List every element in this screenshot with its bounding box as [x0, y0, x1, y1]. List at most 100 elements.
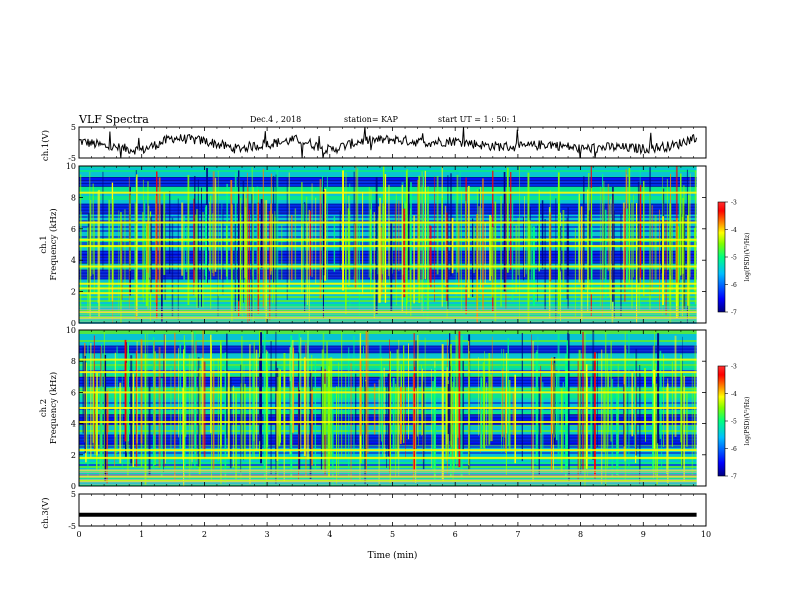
ch1-spectrogram-impulse	[580, 206, 583, 321]
ch1-spectrogram-impulse	[129, 194, 131, 271]
x-axis-label: Time (min)	[368, 550, 418, 561]
ch2-spectrogram-impulse	[253, 342, 255, 459]
ch1-spectrogram-impulse	[145, 223, 148, 307]
ch2-spectrogram-impulse	[365, 331, 367, 474]
ch1-spectrogram-impulse	[523, 217, 524, 281]
ch1-spectrogram-impulse	[201, 187, 202, 308]
ch1-spectrogram-impulse	[264, 200, 266, 314]
ch1-y-ticks: 5 -5	[68, 123, 706, 163]
ch2-spectrogram-ylabel: ch.2Frequency (kHz)	[39, 372, 59, 444]
ch2-spectrogram-impulse	[331, 389, 334, 486]
ch1-spectrogram-impulse	[197, 179, 199, 308]
ch2-spectrogram-bright-band	[79, 371, 697, 374]
ch2-spectrogram-low-line	[79, 471, 697, 473]
ch2-spectrogram-impulse	[203, 361, 206, 459]
ch2-spectrogram-row	[79, 330, 697, 332]
ch1-spectrogram-impulse	[524, 196, 525, 278]
ch2-spectrogram-impulse	[601, 349, 603, 485]
ch2-spectrogram-impulse	[452, 381, 454, 483]
ch2-spectrogram-row	[79, 360, 697, 362]
ch1-spectrogram-impulse	[408, 178, 410, 270]
ch2-spectrogram-impulse	[165, 334, 166, 464]
ch1-spectrogram-impulse	[406, 169, 408, 304]
ch1-spectrogram-impulse	[590, 226, 593, 295]
ch1-spectrogram-impulse	[689, 173, 691, 278]
ch2-spectrogram-impulse	[418, 334, 419, 446]
x-tick-label: 6	[453, 530, 458, 539]
ch2-spectrogram-low-line	[79, 469, 697, 471]
ch2-spectrogram-impulse	[634, 353, 636, 436]
ch1-spectrogram-impulse	[260, 199, 263, 269]
ch2-spectrogram-impulse	[224, 384, 226, 451]
ch2-spectrogram-impulse	[462, 360, 464, 450]
ch2-spectrogram-impulse	[478, 357, 479, 436]
ch1-spectrogram-impulse	[654, 215, 657, 280]
ch1-spectrogram-row	[79, 166, 697, 168]
ch1-spectrogram-impulse	[484, 222, 486, 285]
ch1-spectrogram-colorbar	[717, 201, 726, 313]
ch2-spectrogram-impulse	[309, 371, 312, 480]
ch2-spectrogram-impulse	[469, 351, 470, 450]
ch1-spectrogram-impulse	[430, 225, 432, 288]
ch2-spectrogram-impulse	[364, 381, 367, 485]
ch1-spectrogram-impulse	[217, 170, 219, 296]
ch1-spectrogram-colorbar-label: log(PSD)(V²/Hz)	[744, 233, 751, 282]
ch2-spectrogram-impulse	[226, 333, 228, 439]
ch2-spectrogram-impulse	[491, 336, 493, 441]
y-tick-label: 6	[71, 225, 76, 234]
ch2-spectrogram-impulse	[603, 387, 605, 453]
ch2-spectrogram-impulse	[179, 343, 182, 450]
ch1-spectrogram-row	[79, 302, 697, 304]
ch1-spectrogram-row	[79, 200, 697, 202]
ch1-spectrogram-impulse	[403, 208, 406, 298]
ch2-spectrogram-impulse	[659, 350, 662, 439]
ch1-spectrogram-impulse	[529, 220, 531, 270]
ch2-spectrogram-impulse	[557, 334, 560, 461]
ch1-spectrogram-impulse	[649, 193, 651, 310]
ch2-spectrogram-impulse	[653, 369, 656, 449]
ch1-spectrogram-impulse	[659, 209, 660, 312]
ch2-spectrogram-impulse	[482, 362, 485, 448]
x-tick-label: 3	[265, 530, 270, 539]
ch2-spectrogram-impulse	[144, 354, 147, 485]
ch1-spectrogram-impulse	[421, 171, 423, 293]
y-tick-label: -5	[68, 154, 76, 163]
ch1-spectrogram-row	[79, 172, 697, 174]
ch1-spectrogram-impulse	[578, 193, 580, 283]
ch2-spectrogram-impulse	[403, 345, 405, 444]
ch1-spectrogram-impulse	[631, 202, 633, 309]
ch2-spectrogram-impulse	[587, 377, 588, 477]
ch1-spectrogram-row	[79, 230, 697, 232]
ch2-spectrogram-impulse	[278, 376, 281, 447]
ch1-spectrogram-impulse	[519, 166, 520, 323]
ch1-spectrogram-row	[79, 174, 697, 176]
ch1-spectrogram-low-line	[79, 315, 697, 317]
ch2-spectrogram-impulse	[387, 373, 390, 457]
ch2-spectrogram-impulse	[486, 382, 488, 446]
ch2-spectrogram-impulse	[667, 378, 669, 456]
ch2-spectrogram-impulse	[431, 380, 434, 472]
ch1-spectrogram-impulse	[370, 209, 372, 294]
ch1-spectrogram-impulse	[324, 188, 327, 281]
ch2-spectrogram-row	[79, 366, 697, 368]
y-tick-label: 0	[71, 482, 76, 491]
ch2-spectrogram-impulse	[114, 388, 116, 467]
ch3-waveform-ylabel: ch.3(V)	[40, 497, 51, 528]
ch1-spectrogram-row	[79, 280, 697, 282]
ch1-spectrogram-impulse	[607, 183, 610, 271]
ch2-spectrogram-impulse	[590, 377, 593, 458]
ch1-spectrogram-impulse	[204, 207, 206, 276]
x-ticks: 0 1 2 3 4 5 6 7 8 9 10	[76, 494, 711, 539]
ch1-spectrogram-impulse	[610, 199, 611, 310]
ch2-spectrogram-row	[79, 368, 697, 370]
ch1-spectrogram-dark-band	[79, 272, 697, 274]
ch2-spectrogram-colorbar-tick-label: -3	[731, 364, 737, 371]
ch2-spectrogram-impulse	[594, 352, 596, 479]
ch2-spectrogram-impulse	[447, 384, 449, 435]
ch1-spectrogram-dark-band	[79, 182, 697, 184]
x-tick-label: 10	[701, 530, 711, 539]
y-tick-label: -5	[68, 522, 76, 531]
x-ticks	[78, 330, 707, 486]
ch1-spectrogram-impulse	[142, 179, 144, 303]
ch1-spectrogram-impulse	[196, 209, 198, 309]
